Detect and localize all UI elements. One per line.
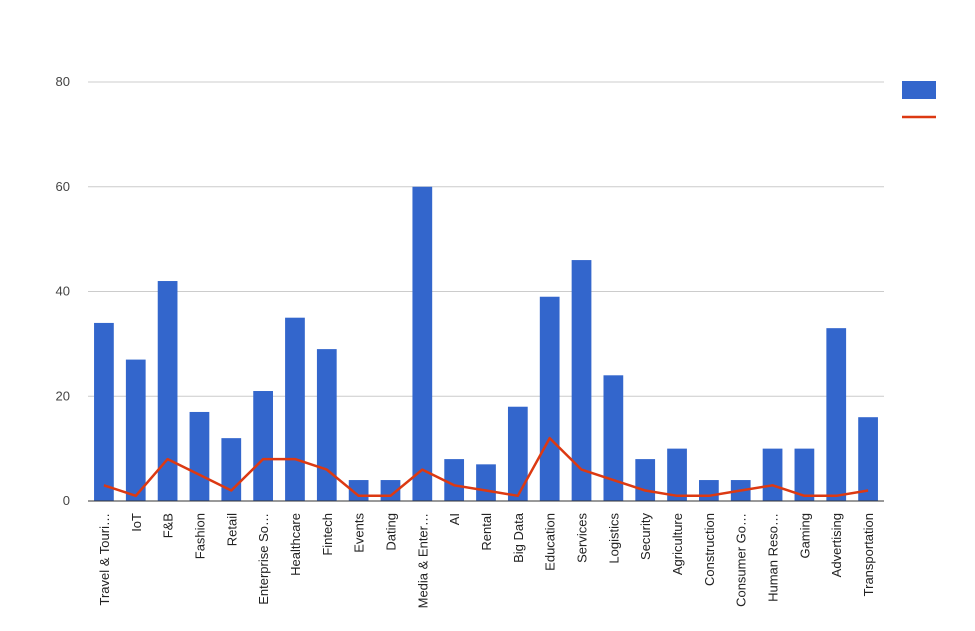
bar xyxy=(826,328,847,501)
bar xyxy=(635,459,656,501)
x-tick-label: Agriculture xyxy=(670,513,685,575)
bar xyxy=(571,260,592,501)
x-tick-label: Travel & Touri… xyxy=(97,513,112,605)
y-tick-label: 20 xyxy=(56,388,70,403)
x-tick-label: Logistics xyxy=(606,513,621,564)
bar xyxy=(157,281,178,501)
x-tick-label: Fashion xyxy=(192,513,207,559)
bar xyxy=(444,459,465,501)
legend xyxy=(902,81,936,119)
bar-series xyxy=(94,186,878,501)
x-axis-labels: Travel & Touri… IoT F&B Fashion Retail Enterp… xyxy=(97,512,876,608)
x-tick-label: Human Reso… xyxy=(766,513,781,602)
x-tick-label: Fintech xyxy=(320,513,335,556)
bar xyxy=(94,322,114,501)
gridlines xyxy=(88,81,884,397)
line-path xyxy=(103,436,869,498)
bar xyxy=(762,448,783,501)
bar xyxy=(253,391,273,501)
bar xyxy=(316,349,337,501)
bar xyxy=(476,464,496,501)
x-tick-label: Dating xyxy=(383,513,398,551)
x-tick-label: Healthcare xyxy=(288,513,303,576)
bar xyxy=(603,375,624,501)
legend-bar-swatch xyxy=(902,81,936,99)
x-tick-label: Construction xyxy=(702,513,717,586)
x-tick-label: Security xyxy=(638,513,653,560)
x-tick-label: Enterprise So… xyxy=(256,513,271,605)
x-tick-label: Education xyxy=(543,513,558,571)
y-tick-label: 0 xyxy=(63,493,70,508)
x-tick-label: Rental xyxy=(479,513,494,551)
bar xyxy=(189,411,210,501)
x-tick-label: Retail xyxy=(224,513,239,546)
bar xyxy=(507,406,528,501)
x-tick-label: AI xyxy=(447,513,462,525)
bar xyxy=(794,448,815,501)
x-tick-label: IoT xyxy=(129,513,144,532)
x-tick-label: Big Data xyxy=(511,512,526,563)
x-tick-label: Gaming xyxy=(797,513,812,559)
y-tick-label: 80 xyxy=(56,74,70,89)
x-tick-label: Events xyxy=(352,513,367,553)
line-series xyxy=(103,436,869,498)
x-tick-label: Transportation xyxy=(861,513,876,596)
y-tick-label: 60 xyxy=(56,179,70,194)
x-tick-label: Media & Enter… xyxy=(415,513,430,608)
y-tick-label: 40 xyxy=(56,284,70,299)
x-tick-label: F&B xyxy=(161,513,176,538)
bar xyxy=(858,417,878,501)
bar xyxy=(412,186,433,501)
bar xyxy=(667,448,687,501)
bar xyxy=(285,317,305,501)
bar xyxy=(539,296,560,501)
bar xyxy=(125,359,146,501)
x-tick-label: Consumer Go… xyxy=(734,513,749,607)
x-tick-label: Advertising xyxy=(829,513,844,577)
x-tick-label: Services xyxy=(575,513,590,563)
bar xyxy=(699,480,719,501)
y-axis-ticks: 0 20 40 60 80 xyxy=(56,74,70,508)
